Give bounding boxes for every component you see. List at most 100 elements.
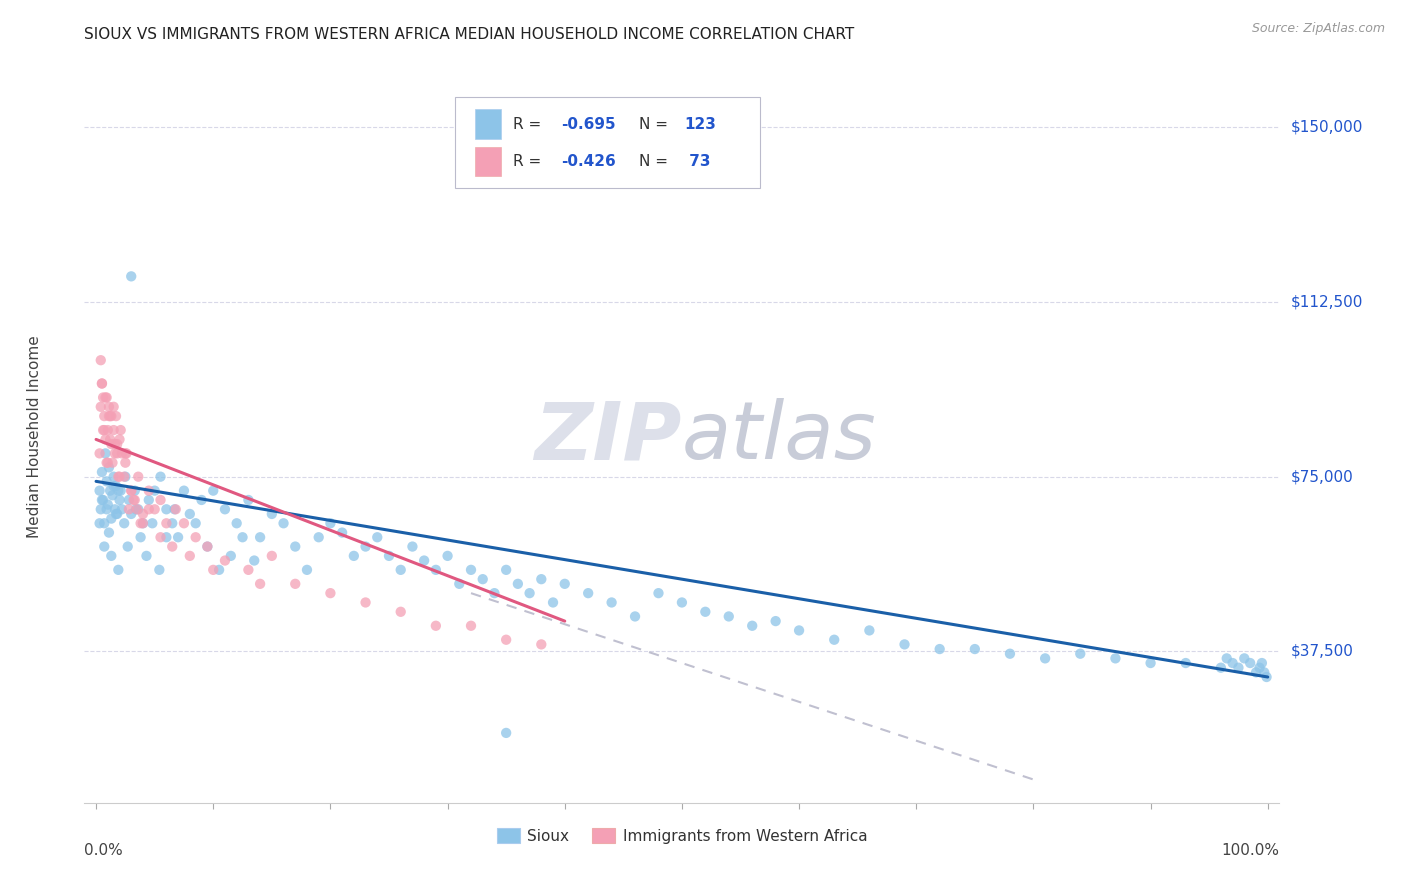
Point bbox=[231, 530, 254, 544]
Point bbox=[135, 549, 157, 563]
Text: 73: 73 bbox=[685, 153, 711, 169]
Point bbox=[97, 498, 120, 512]
Point bbox=[425, 563, 447, 577]
FancyBboxPatch shape bbox=[456, 97, 759, 188]
Point bbox=[624, 609, 647, 624]
Point bbox=[343, 549, 366, 563]
Point bbox=[108, 469, 131, 483]
Point bbox=[149, 530, 172, 544]
Point bbox=[89, 483, 111, 498]
Point bbox=[155, 516, 177, 531]
Point bbox=[647, 586, 669, 600]
Point bbox=[105, 409, 127, 423]
Point bbox=[120, 507, 142, 521]
Point bbox=[94, 446, 117, 460]
Point bbox=[471, 572, 494, 586]
Point bbox=[98, 409, 121, 423]
Point bbox=[118, 493, 141, 508]
Point bbox=[91, 391, 114, 405]
Point bbox=[928, 642, 950, 657]
Point bbox=[90, 353, 112, 368]
Text: $112,500: $112,500 bbox=[1291, 294, 1362, 310]
Point bbox=[138, 493, 160, 508]
Point bbox=[90, 400, 112, 414]
Point bbox=[96, 391, 118, 405]
Point bbox=[541, 595, 564, 609]
Point bbox=[162, 540, 183, 554]
Point bbox=[506, 577, 529, 591]
Point bbox=[184, 530, 207, 544]
Point bbox=[243, 553, 266, 567]
Point bbox=[93, 540, 115, 554]
Point bbox=[695, 605, 717, 619]
Point bbox=[1174, 656, 1197, 670]
Point bbox=[208, 563, 231, 577]
Point bbox=[484, 586, 506, 600]
Point bbox=[138, 483, 160, 498]
Point bbox=[107, 483, 129, 498]
Point bbox=[114, 469, 136, 483]
Text: 100.0%: 100.0% bbox=[1222, 843, 1279, 858]
Point bbox=[112, 469, 135, 483]
Point bbox=[173, 483, 195, 498]
Point bbox=[249, 577, 271, 591]
Point bbox=[90, 493, 114, 508]
Point bbox=[127, 502, 149, 516]
Point bbox=[354, 540, 377, 554]
Point bbox=[1216, 651, 1239, 665]
Point bbox=[97, 423, 120, 437]
Point bbox=[1222, 656, 1244, 670]
Point bbox=[202, 483, 225, 498]
Point bbox=[127, 469, 149, 483]
Point bbox=[963, 642, 986, 657]
Point bbox=[449, 577, 471, 591]
Point bbox=[100, 409, 122, 423]
Point bbox=[238, 493, 260, 508]
Point bbox=[495, 563, 517, 577]
Point bbox=[104, 502, 127, 516]
Point bbox=[89, 446, 111, 460]
Point bbox=[184, 516, 207, 531]
Point bbox=[893, 637, 915, 651]
Point bbox=[100, 437, 122, 451]
Point bbox=[765, 614, 787, 628]
Point bbox=[225, 516, 247, 531]
Point bbox=[1256, 670, 1278, 684]
Point bbox=[495, 726, 517, 740]
Point bbox=[120, 269, 142, 284]
Point bbox=[141, 516, 163, 531]
Point bbox=[104, 446, 127, 460]
Point bbox=[100, 511, 122, 525]
Point bbox=[717, 609, 740, 624]
Point bbox=[110, 423, 132, 437]
Point bbox=[93, 409, 115, 423]
Point bbox=[110, 483, 132, 498]
Point bbox=[155, 530, 177, 544]
Point bbox=[105, 507, 128, 521]
Text: ZIP: ZIP bbox=[534, 398, 682, 476]
Text: $37,500: $37,500 bbox=[1291, 644, 1354, 659]
Point bbox=[460, 563, 482, 577]
Point bbox=[105, 437, 128, 451]
Point bbox=[576, 586, 599, 600]
Point bbox=[284, 540, 307, 554]
Point bbox=[117, 540, 139, 554]
Point bbox=[366, 530, 388, 544]
Point bbox=[162, 516, 183, 531]
Point bbox=[105, 446, 128, 460]
Point bbox=[1251, 656, 1274, 670]
Point bbox=[138, 502, 160, 516]
Point bbox=[90, 376, 114, 391]
Point bbox=[389, 563, 412, 577]
Point bbox=[111, 446, 134, 460]
Point bbox=[103, 423, 125, 437]
Point bbox=[530, 637, 553, 651]
Point bbox=[1233, 651, 1256, 665]
Point bbox=[103, 479, 125, 493]
Point bbox=[120, 483, 142, 498]
Point bbox=[111, 502, 134, 516]
Point bbox=[179, 507, 201, 521]
Point bbox=[125, 502, 148, 516]
Text: atlas: atlas bbox=[682, 398, 877, 476]
Point bbox=[120, 483, 142, 498]
